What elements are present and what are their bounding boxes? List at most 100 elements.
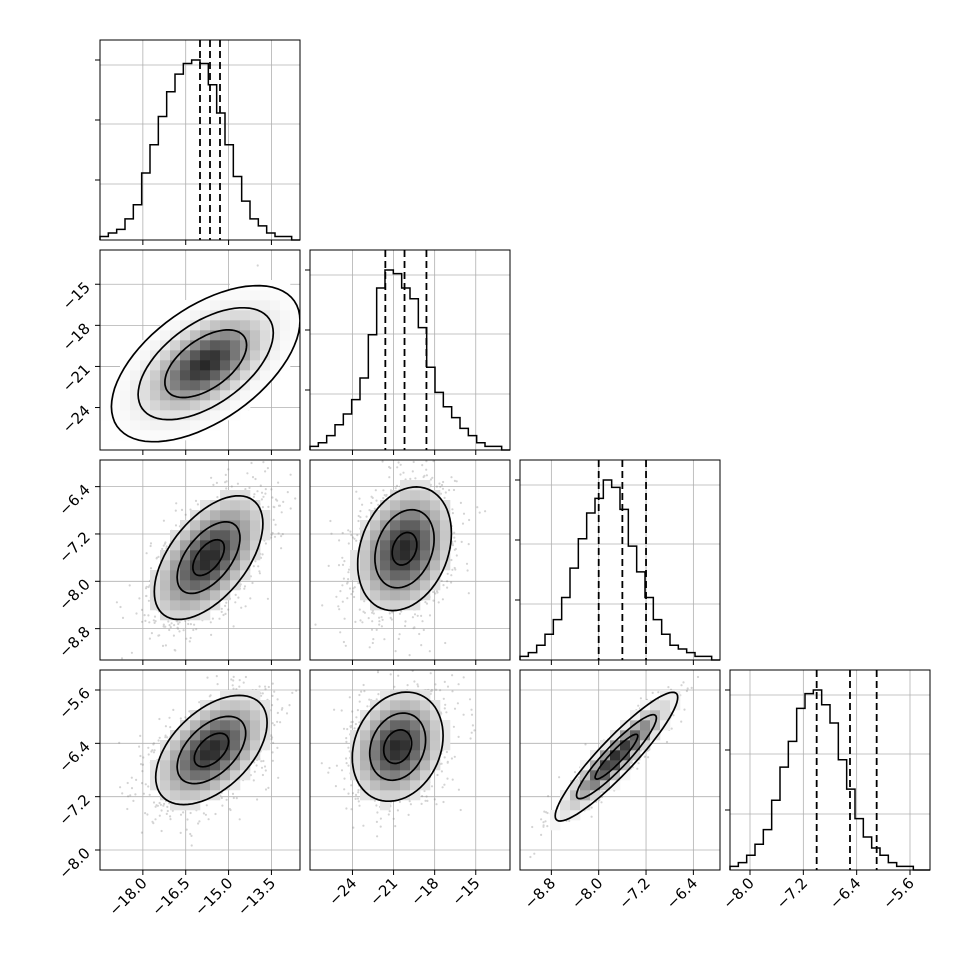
density-cell [400,550,411,561]
density-cell [220,740,231,751]
density-cell [210,720,221,731]
density-cell [180,390,191,401]
density-cell [350,760,361,771]
x-tick-label: −18.0 [105,874,150,919]
density-cell [410,590,421,601]
density-cell [240,280,251,291]
density-cell [200,610,211,621]
density-cell [260,520,271,531]
density-cell [240,390,251,401]
panel-content [100,264,300,450]
density-cell [250,380,261,391]
density-cell [180,380,191,391]
density-cell [360,580,371,591]
density-cell [570,790,581,801]
density-cell [400,580,411,591]
density-cell [410,690,421,701]
density-cell [180,350,191,361]
density-cell [190,380,201,391]
density-cell [160,430,171,441]
density-cell [190,770,201,781]
density-cell [180,310,191,321]
density-cell [170,420,181,431]
density-cell [380,770,391,781]
density-cell [230,280,241,291]
density-cell [360,710,371,721]
density-cell [160,560,171,571]
density-cell [220,320,231,331]
density-cell [230,350,241,361]
density-cell [180,760,191,771]
density-cell [260,720,271,731]
density-cell [190,780,201,791]
density-cell [250,720,261,731]
density-cell [420,710,431,721]
density-cell [140,400,151,411]
density-cell [150,360,161,371]
density-cell [420,780,431,791]
density-cell [220,690,231,701]
density-cell [210,360,221,371]
density-cell [210,550,221,561]
density-cell [170,560,181,571]
density-cell [280,340,291,351]
density-cell [250,310,261,321]
density-cell [250,360,261,371]
density-cell [400,500,411,511]
density-cell [170,770,181,781]
density-cell [650,730,661,741]
density-cell [600,740,611,751]
x-tick-label: −8.0 [568,874,606,912]
density-cell [270,310,281,321]
x-tick-label: −7.2 [773,874,811,912]
density-cell [380,760,391,771]
panel-frame [99,459,301,661]
y-tick-label: −24 [59,402,94,437]
density-cell [170,740,181,751]
density-cell [610,730,621,741]
density-cell [370,590,381,601]
density-cell [660,710,671,721]
density-cell [410,720,421,731]
density-cell [360,560,371,571]
density-cell [670,690,681,701]
density-cell [260,350,271,361]
density-cell [420,760,431,771]
density-cell [610,760,621,771]
contour-level-1 [192,538,226,577]
density-cell [170,320,181,331]
density-cell [140,370,151,381]
density-cell [380,510,391,521]
density-cell [170,610,181,621]
density-cell [410,740,421,751]
density-cell [170,580,181,591]
contour-level-1 [193,732,230,768]
density-cell [240,290,251,301]
density-cell [410,730,421,741]
density-cell [410,760,421,771]
density-cell [250,510,261,521]
density-cell [240,530,251,541]
density-cell [370,780,381,791]
density-cell [420,580,431,591]
density-cell [200,560,211,571]
density-cell [370,510,381,521]
density-cell [210,380,221,391]
density-cell [230,380,241,391]
density-cell [420,690,431,701]
density-panel-1-2 [99,249,301,451]
density-cell [190,420,201,431]
density-cell [200,710,211,721]
density-cell [160,760,171,771]
density-cell [410,600,421,611]
density-cell [390,720,401,731]
density-cell [200,520,211,531]
density-cell [190,740,201,751]
density-cell [380,800,391,811]
density-cell [370,580,381,591]
density-cell [250,540,261,551]
density-cell [190,580,201,591]
density-cell [400,600,411,611]
density-cell [390,540,401,551]
density-cell [190,790,201,801]
